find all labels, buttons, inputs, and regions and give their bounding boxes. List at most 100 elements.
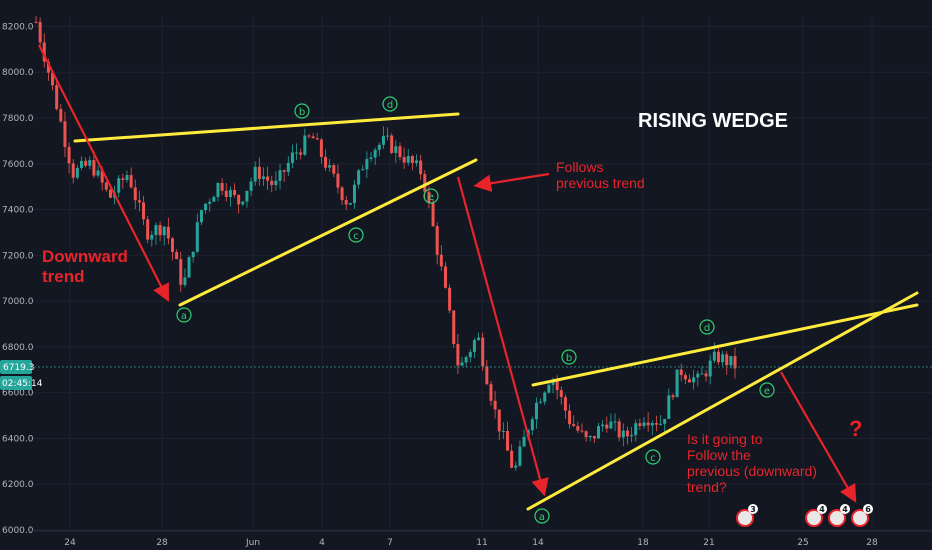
candle-body	[501, 430, 505, 432]
candle-body	[452, 310, 456, 345]
y-tick-label: 8200.0	[2, 22, 34, 32]
candle-body	[55, 85, 59, 110]
candle-body	[245, 190, 249, 202]
candle-body	[303, 135, 307, 155]
candle-body	[361, 169, 365, 171]
y-tick-label: 6400.0	[2, 434, 34, 444]
candle-body	[204, 203, 208, 211]
candle-body	[195, 222, 199, 252]
trend-lines	[73, 112, 919, 511]
downward-trend-line1: Downward	[42, 247, 128, 266]
candle-body	[150, 234, 154, 240]
candle-body	[75, 167, 79, 178]
candle-body	[448, 287, 452, 311]
candle-body	[224, 190, 228, 198]
candle-body	[716, 351, 720, 363]
candle-body	[601, 424, 605, 427]
candle-body	[584, 431, 588, 438]
candle-body	[534, 402, 538, 420]
candle-body	[609, 421, 613, 429]
chart-title: RISING WEDGE	[638, 110, 788, 132]
svg-text:02:45:14: 02:45:14	[2, 379, 43, 389]
candle-body	[559, 390, 563, 398]
x-tick-label: 4	[319, 538, 325, 548]
x-tick-label: 14	[532, 538, 544, 548]
candle-body	[588, 435, 592, 438]
wave-label-c2: c	[650, 453, 656, 464]
candle-body	[104, 182, 108, 190]
candle-body	[708, 360, 712, 377]
candle-body	[34, 21, 38, 23]
candle-body	[175, 252, 179, 260]
candle-body	[497, 409, 501, 432]
wave-label-b2: b	[566, 353, 572, 364]
candle-body	[311, 136, 315, 139]
wave-label-e1: e	[428, 192, 434, 203]
candle-body	[625, 430, 629, 437]
candle-body	[551, 380, 555, 385]
candle-body	[547, 384, 551, 393]
candle-body	[357, 170, 361, 185]
question-note-line3: previous (downward)	[687, 463, 817, 479]
candle-body	[328, 165, 332, 168]
event-badges[interactable]: 3 4 4 6	[736, 504, 873, 527]
candle-body	[282, 170, 286, 172]
candle-body	[443, 266, 447, 288]
candle-body	[621, 430, 625, 438]
grid	[30, 15, 932, 531]
candle-body	[212, 197, 216, 202]
candle-body	[348, 203, 352, 205]
svg-text:4: 4	[819, 505, 825, 514]
x-tick-label: 7	[387, 538, 393, 548]
candle-body	[344, 200, 348, 205]
second-wedge-top-line	[531, 303, 919, 387]
candle-body	[696, 373, 700, 378]
wave-label-e2: e	[764, 386, 770, 397]
candle-body	[336, 173, 340, 188]
svg-text:3: 3	[750, 505, 756, 514]
projection-arrow	[780, 371, 857, 503]
candle-body	[472, 340, 476, 352]
candle-body	[191, 251, 195, 258]
y-tick-label: 7000.0	[2, 297, 34, 307]
event-badge-3: 4	[828, 504, 850, 527]
candle-body	[671, 395, 675, 398]
candle-body	[381, 135, 385, 145]
candle-body	[129, 175, 133, 188]
candle-body	[597, 426, 601, 439]
question-mark: ?	[849, 416, 862, 441]
candle-body	[675, 369, 679, 398]
follows-note-line2: previous trend	[556, 175, 645, 191]
candle-body	[692, 377, 696, 383]
candle-body	[146, 219, 150, 240]
candle-body	[683, 375, 687, 380]
candle-body	[369, 157, 373, 159]
candle-body	[187, 257, 191, 278]
candle-body	[679, 369, 683, 376]
candle-body	[646, 422, 650, 426]
candle-body	[108, 189, 112, 198]
current-price-tag: 6719.3	[0, 360, 35, 374]
question-note-line1: Is it going to	[687, 431, 763, 447]
candle-body	[402, 157, 406, 163]
wave-label-a1: a	[181, 311, 187, 322]
candle-body	[233, 189, 237, 195]
candle-body	[712, 351, 716, 361]
candle-body	[468, 351, 472, 358]
candle-body	[634, 423, 638, 436]
candle-body	[654, 423, 658, 425]
candle-body	[592, 435, 596, 439]
candle-body	[100, 170, 104, 183]
candle-body	[315, 138, 319, 140]
candle-body	[725, 354, 729, 366]
candle-body	[663, 418, 667, 424]
candle-body	[71, 163, 75, 178]
candle-body	[481, 337, 485, 367]
candle-body	[539, 401, 543, 403]
y-tick-label: 7400.0	[2, 206, 34, 216]
wave-label-b1: b	[299, 107, 305, 118]
candle-body	[568, 410, 572, 425]
candle-body	[398, 146, 402, 158]
red-arrows	[38, 44, 857, 503]
x-tick-label: Jun	[245, 538, 260, 548]
